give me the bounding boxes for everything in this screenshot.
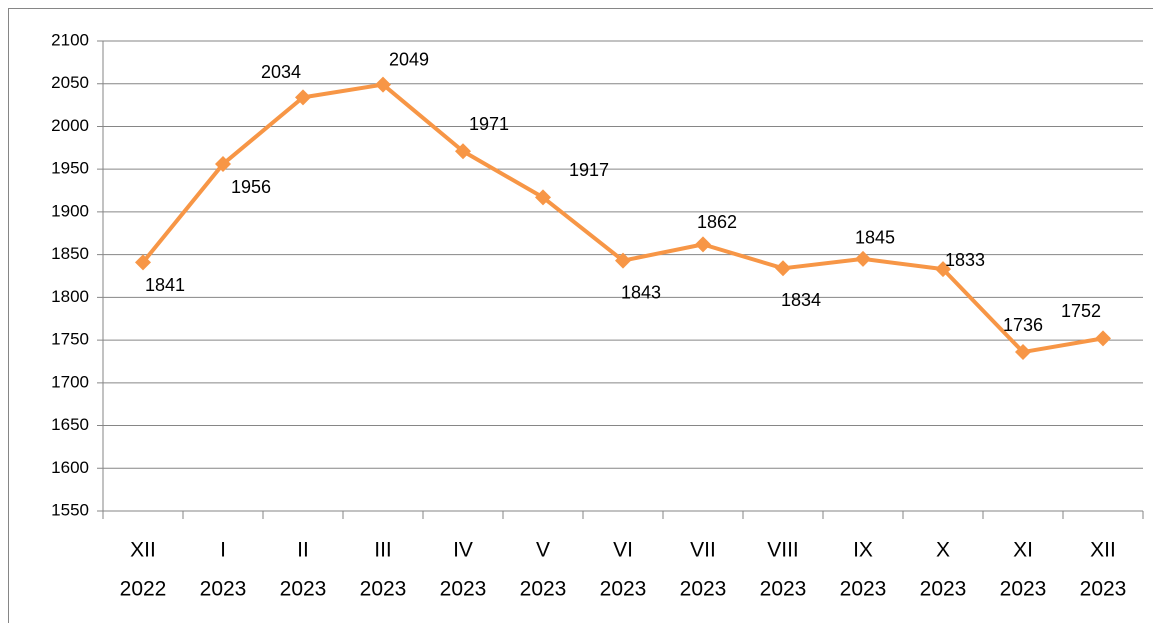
x-tick-label: IX <box>853 539 873 562</box>
y-tick-label: 2100 <box>51 30 89 49</box>
y-tick-label: 1750 <box>51 330 89 349</box>
y-tick-label: 1950 <box>51 159 89 178</box>
x-tick-label: 2023 <box>600 578 647 601</box>
x-tick-label: 2023 <box>280 578 327 601</box>
y-tick-label: 1800 <box>51 287 89 306</box>
y-tick-label: 2050 <box>51 73 89 92</box>
marker <box>855 250 871 267</box>
data-label: 1845 <box>855 228 895 248</box>
x-tick-label: VI <box>613 539 633 562</box>
marker <box>1095 330 1111 347</box>
x-tick-label: 2023 <box>520 578 567 601</box>
x-tick-label: III <box>374 539 392 562</box>
data-label: 1834 <box>781 290 821 310</box>
x-tick-label: 2023 <box>840 578 887 601</box>
x-tick-label: XI <box>1013 539 1033 562</box>
y-tick-label: 1650 <box>51 415 89 434</box>
x-tick-label: X <box>936 539 950 562</box>
x-tick-label: V <box>536 539 550 562</box>
marker <box>695 236 711 253</box>
data-label: 2049 <box>389 49 429 69</box>
x-tick-label: XII <box>130 539 156 562</box>
x-tick-label: 2023 <box>1080 578 1127 601</box>
x-tick-label: 2023 <box>440 578 487 601</box>
marker <box>535 189 551 206</box>
data-label: 1841 <box>145 275 185 295</box>
marker <box>455 143 471 160</box>
marker <box>295 89 311 106</box>
x-tick-label: 2023 <box>200 578 247 601</box>
x-tick-label: 2023 <box>360 578 407 601</box>
y-tick-label: 1600 <box>51 458 89 477</box>
data-label: 1843 <box>621 282 661 302</box>
y-tick-label: 1550 <box>51 500 89 519</box>
x-tick-label: I <box>220 539 226 562</box>
chart-border <box>8 8 1153 623</box>
x-tick-label: IV <box>453 539 473 562</box>
marker <box>1015 344 1031 361</box>
data-label: 1917 <box>569 160 609 180</box>
data-label: 1862 <box>697 212 737 232</box>
data-label: 1971 <box>469 114 509 134</box>
marker <box>215 156 231 173</box>
marker <box>935 261 951 278</box>
y-tick-label: 1700 <box>51 372 89 391</box>
x-tick-label: VII <box>690 539 716 562</box>
y-tick-label: 1850 <box>51 244 89 263</box>
x-tick-label: 2023 <box>920 578 967 601</box>
y-tick-label: 2000 <box>51 116 89 135</box>
marker <box>375 76 391 93</box>
x-tick-label: VIII <box>767 539 799 562</box>
data-label: 1736 <box>1003 315 1043 335</box>
x-tick-label: II <box>297 539 309 562</box>
marker <box>615 252 631 269</box>
data-label: 1956 <box>231 177 271 197</box>
marker <box>135 254 151 271</box>
x-tick-label: 2023 <box>680 578 727 601</box>
x-tick-label: 2023 <box>1000 578 1047 601</box>
data-label: 1833 <box>945 250 985 270</box>
x-tick-label: 2022 <box>120 578 167 601</box>
x-tick-label: XII <box>1090 539 1116 562</box>
data-label: 2034 <box>261 62 301 82</box>
y-tick-label: 1900 <box>51 201 89 220</box>
data-label: 1752 <box>1061 301 1101 321</box>
marker <box>775 260 791 277</box>
line <box>141 82 1104 355</box>
x-tick-label: 2023 <box>760 578 807 601</box>
